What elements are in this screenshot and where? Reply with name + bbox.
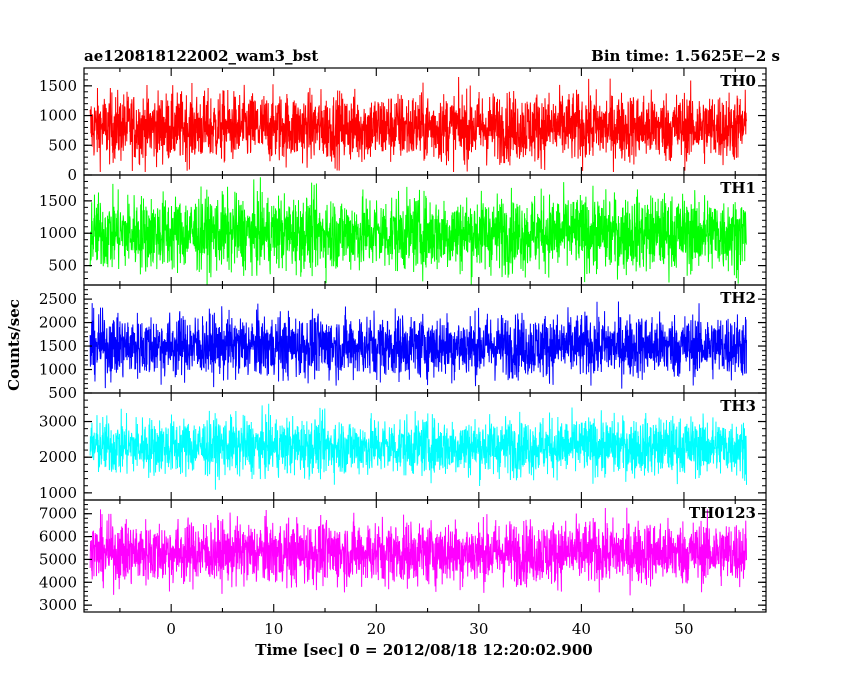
panel-label: TH0 xyxy=(720,72,756,90)
y-tick-label: 3000 xyxy=(39,596,77,614)
series-line-th2 xyxy=(89,301,748,389)
y-tick-label: 4000 xyxy=(39,573,77,591)
x-tick-label: 10 xyxy=(264,620,283,638)
panel-label: TH3 xyxy=(720,397,756,415)
panel-label: TH1 xyxy=(720,179,756,197)
panel-th1: 500 1000 1500 TH1 xyxy=(39,174,767,286)
panel-th0123: 3000 4000 5000 6000 7000 TH0123 xyxy=(39,499,767,614)
y-tick-label: 1000 xyxy=(39,224,77,242)
y-tick-label: 500 xyxy=(48,384,77,402)
y-tick-label: 500 xyxy=(48,257,77,275)
y-tick-label: 500 xyxy=(48,136,77,154)
y-axis-label: Counts/sec xyxy=(5,299,23,391)
y-tick-label: 1500 xyxy=(39,337,77,355)
y-tick-label: 7000 xyxy=(39,505,77,523)
series-line-th0123 xyxy=(89,507,748,596)
panel-th0: 0 500 1000 1500 TH0 xyxy=(39,67,767,184)
y-tick-label: 3000 xyxy=(39,413,77,431)
chart-title-left: ae120818122002_wam3_bst xyxy=(84,47,318,65)
y-tick-label: 5000 xyxy=(39,550,77,568)
series-line-th0 xyxy=(89,76,748,173)
x-tick-label: 20 xyxy=(367,620,386,638)
y-tick-label: 1500 xyxy=(39,77,77,95)
y-tick-label: 1000 xyxy=(39,107,77,125)
y-tick-label: 2500 xyxy=(39,290,77,308)
x-tick-label: 40 xyxy=(572,620,591,638)
panel-th2: 500 1000 1500 2000 2500 TH2 xyxy=(39,284,767,402)
y-tick-label: 6000 xyxy=(39,528,77,546)
panel-label: TH2 xyxy=(720,289,756,307)
y-tick-label: 1000 xyxy=(39,361,77,379)
series-line-th3 xyxy=(89,403,748,490)
chart-title-right: Bin time: 1.5625E−2 s xyxy=(591,47,780,65)
x-tick-label: 30 xyxy=(469,620,488,638)
x-axis-label: Time [sec] 0 = 2012/08/18 12:20:02.900 xyxy=(255,641,592,659)
y-tick-label: 2000 xyxy=(39,448,77,466)
y-tick-label: 1000 xyxy=(39,484,77,502)
y-tick-label: 0 xyxy=(67,166,77,184)
x-tick-label: 0 xyxy=(166,620,176,638)
x-tick-label: 50 xyxy=(674,620,693,638)
panel-label: TH0123 xyxy=(689,504,756,522)
panel-th3: 1000 2000 3000 TH3 xyxy=(39,392,767,502)
panel-frame xyxy=(83,499,767,613)
series-line-th1 xyxy=(89,177,747,285)
y-tick-label: 2000 xyxy=(39,314,77,332)
y-tick-label: 1500 xyxy=(39,192,77,210)
